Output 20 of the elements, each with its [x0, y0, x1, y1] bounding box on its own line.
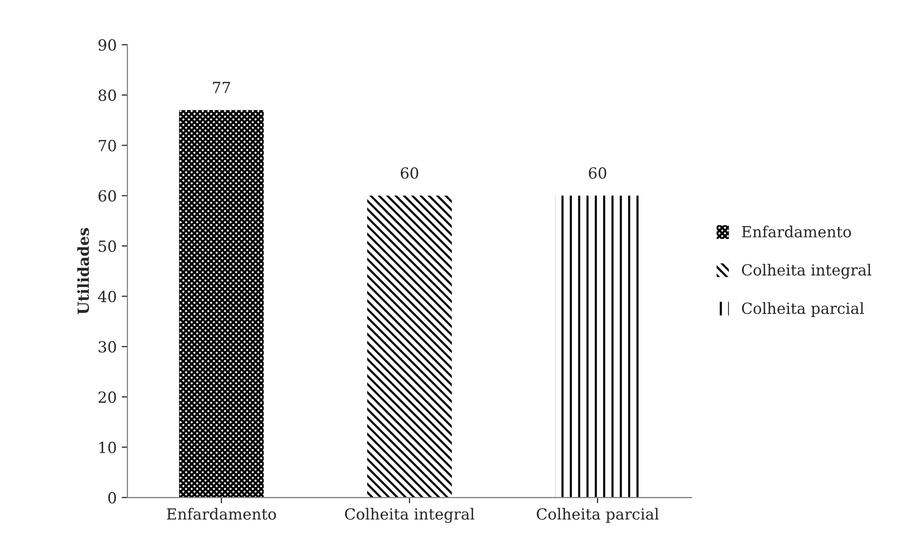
legend-label: Enfardamento	[742, 226, 851, 238]
y-tick-label: 80	[98, 89, 116, 102]
data-label: 60	[588, 167, 606, 179]
data-label: 60	[400, 167, 418, 179]
y-tick-label: 20	[98, 391, 116, 403]
y-tick-label: 40	[98, 290, 116, 302]
y-axis-title: Utilidades	[77, 228, 90, 314]
y-tick-label: 30	[98, 341, 116, 353]
y-tick-label: 50	[98, 240, 116, 252]
x-tick-label: Colheita parcial	[536, 508, 659, 523]
x-tick-label: Colheita integral	[345, 508, 474, 523]
data-label: 77	[212, 82, 230, 94]
y-tick-label: 60	[98, 190, 116, 202]
legend-label: Colheita integral	[742, 264, 872, 279]
y-tick-label: 10	[99, 442, 116, 454]
y-tick-label: 0	[108, 492, 116, 504]
legend-label: Colheita parcial	[742, 302, 864, 318]
x-tick-label: Enfardamento	[166, 508, 276, 520]
y-tick-label: 90	[98, 39, 116, 51]
y-tick-label: 70	[98, 140, 116, 152]
